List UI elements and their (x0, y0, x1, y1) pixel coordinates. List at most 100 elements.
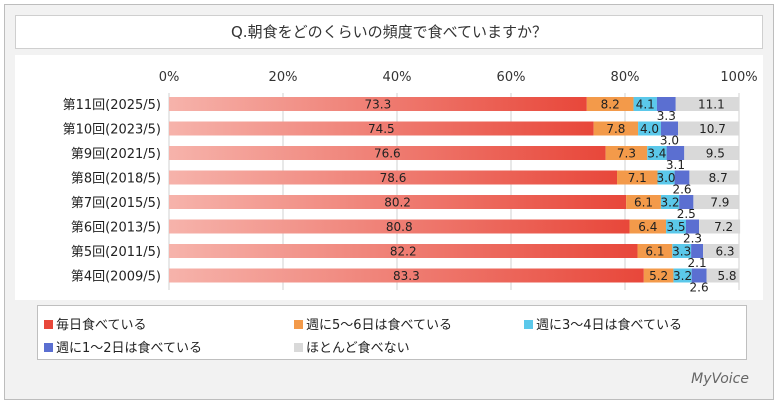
bar-segment (169, 121, 594, 136)
bar-segment (637, 244, 673, 258)
bar-segment (691, 268, 707, 283)
data-label: 80.2 (384, 196, 411, 210)
data-label: 2.5 (677, 207, 696, 221)
bar-segment (675, 97, 739, 111)
data-label: 5.2 (649, 269, 668, 283)
data-label: 7.8 (606, 122, 625, 136)
data-label: 6.1 (634, 196, 653, 210)
x-tick-label: 20% (269, 70, 298, 85)
legend-swatch-rarely (294, 343, 303, 352)
legend-item-daily: 毎日食べている (44, 314, 146, 333)
bar-segment (673, 268, 692, 283)
brand-logo: MyVoice (691, 371, 749, 387)
category-label: 第8回(2018/5) (71, 172, 161, 187)
category-label: 第10回(2023/5) (63, 123, 161, 138)
data-label: 3.0 (656, 171, 675, 185)
chart-svg: 0% 20% 40% 60% 80% 100% 第11回(2025/5) 73.3 8.2 4.1… (63, 70, 758, 295)
legend-swatch-3-4-days (524, 320, 533, 329)
category-label: 第5回(2011/5) (71, 245, 161, 260)
data-label: 3.0 (660, 134, 679, 148)
category-label: 第7回(2015/5) (71, 196, 161, 211)
bar-segment (586, 97, 634, 111)
data-label: 76.6 (374, 147, 401, 161)
legend-label-1-2-days: 週に1～2日は食べている (56, 341, 203, 356)
data-label: 7.3 (617, 147, 636, 161)
bar-segment (169, 268, 644, 283)
bar-segment (169, 195, 627, 209)
legend-item-rarely: ほとんど食べない (294, 337, 410, 356)
bar-segment (666, 146, 685, 160)
bar-segment (674, 170, 690, 185)
bar-segment (605, 146, 648, 160)
bar-segment (672, 244, 692, 258)
legend-label-daily: 毎日食べている (56, 318, 147, 333)
bar-segment (685, 219, 700, 234)
data-label: 3.3 (657, 109, 676, 123)
bar-segment (706, 268, 740, 283)
bar-segment (647, 146, 667, 160)
bar-segment (660, 121, 679, 136)
bar-segment (593, 121, 639, 136)
x-tick-label: 40% (383, 70, 412, 85)
legend-label-5-6-days: 週に5～6日は食べている (306, 318, 453, 333)
data-label: 2.3 (683, 232, 702, 246)
legend-item-5-6-days: 週に5～6日は食べている (294, 314, 452, 333)
bar-segment (169, 219, 630, 234)
data-label: 2.6 (690, 281, 709, 295)
legend-item-3-4-days: 週に3～4日は食べている (524, 314, 682, 333)
data-label: 3.5 (666, 220, 685, 234)
category-label: 第6回(2013/5) (71, 221, 161, 236)
chart-panel: 0% 20% 40% 60% 80% 100% 第11回(2025/5) 73.3 8.2 4.1… (15, 55, 763, 300)
bar-segment (666, 219, 686, 234)
legend: 毎日食べている 週に5～6日は食べている 週に3～4日は食べている 週に1～2日… (37, 305, 747, 360)
chart-frame: Q.朝食をどのくらいの頻度で食べていますか？ 0% 20% 40% 60% 80% 100… (4, 4, 774, 400)
data-label: 78.6 (380, 171, 407, 185)
bar-segment (691, 244, 704, 258)
data-label: 2.6 (672, 183, 691, 197)
chart-title: Q.朝食をどのくらいの頻度で食べていますか？ (15, 15, 763, 49)
data-label: 82.2 (390, 245, 417, 259)
legend-swatch-1-2-days (44, 343, 53, 352)
data-label: 11.1 (698, 98, 725, 112)
category-label: 第11回(2025/5) (63, 98, 161, 113)
x-tick-label: 80% (611, 70, 640, 85)
x-tick-label: 60% (497, 70, 526, 85)
bar-segment (629, 219, 667, 234)
data-label: 7.2 (714, 220, 733, 234)
data-label: 3.4 (647, 147, 666, 161)
bar-segment (169, 170, 618, 185)
bar-segment (617, 170, 658, 185)
data-label: 3.2 (660, 196, 679, 210)
bar-segment (678, 121, 739, 136)
x-tick-label: 0% (159, 70, 180, 85)
data-label: 8.2 (601, 98, 620, 112)
bar-segment (656, 97, 676, 111)
data-label: 73.3 (365, 98, 392, 112)
bar-segment (684, 146, 739, 160)
data-label: 10.7 (699, 122, 726, 136)
data-label: 6.4 (638, 220, 657, 234)
legend-label-rarely: ほとんど食べない (306, 341, 410, 356)
legend-item-1-2-days: 週に1～2日は食べている (44, 337, 202, 356)
legend-label-3-4-days: 週に3～4日は食べている (536, 318, 683, 333)
legend-swatch-daily (44, 320, 53, 329)
data-label: 7.1 (628, 171, 647, 185)
bar-segment (626, 195, 661, 209)
bar-segment (660, 195, 680, 209)
data-label: 3.1 (666, 158, 685, 172)
x-tick-label: 100% (720, 70, 757, 85)
data-label: 9.5 (706, 147, 725, 161)
category-label: 第4回(2009/5) (71, 270, 161, 285)
bar-segment (643, 268, 674, 283)
bar-segment (638, 121, 661, 136)
data-label: 4.0 (640, 122, 659, 136)
data-label: 4.1 (636, 98, 655, 112)
bar-segment (657, 170, 675, 185)
bar-segment (169, 244, 638, 258)
bar-segment (679, 195, 694, 209)
data-label: 5.8 (717, 269, 736, 283)
bar-segment (693, 195, 739, 209)
bar-segment (169, 97, 587, 111)
data-label: 2.1 (688, 256, 707, 270)
data-label: 83.3 (393, 269, 420, 283)
